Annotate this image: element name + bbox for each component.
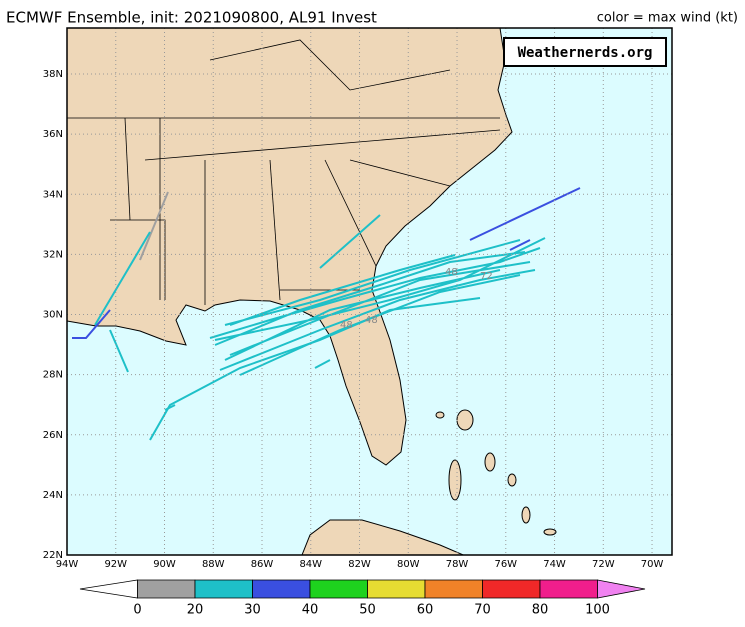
lon-label: 90W	[153, 559, 176, 570]
track-label: 48	[365, 315, 378, 326]
colorbar-label: 100	[585, 603, 610, 618]
lat-label: 38N	[43, 69, 63, 80]
lon-label: 72W	[592, 559, 615, 570]
lon-label: 70W	[641, 559, 664, 570]
colorbar-swatch	[252, 579, 311, 599]
lat-label: 32N	[43, 249, 63, 260]
tracks	[72, 187, 581, 441]
lat-label: 26N	[43, 430, 63, 441]
land	[67, 28, 513, 466]
track-label: 48	[340, 320, 353, 331]
track-label: 48	[445, 267, 458, 278]
lon-label: 94W	[56, 559, 79, 570]
lon-label: 82W	[348, 559, 371, 570]
cuba	[301, 519, 465, 555]
lat-label: 30N	[43, 310, 63, 321]
lon-label: 88W	[202, 559, 225, 570]
lat-label: 24N	[43, 490, 63, 501]
map-frame	[66, 27, 673, 556]
colorbar-swatch	[194, 579, 253, 599]
colorbar-swatch	[424, 579, 483, 599]
lat-label: 34N	[43, 189, 63, 200]
lon-label: 86W	[251, 559, 274, 570]
colorbar-label: 60	[417, 603, 434, 618]
lon-label: 76W	[494, 559, 517, 570]
lat-label: 22N	[43, 550, 63, 561]
lon-label: 84W	[299, 559, 322, 570]
lat-label: 36N	[43, 129, 63, 140]
colorbar-label: 20	[187, 603, 204, 618]
colorbar-label: 80	[532, 603, 549, 618]
title: ECMWF Ensemble, init: 2021090800, AL91 I…	[6, 9, 377, 27]
colorbar: 0 20 30 40 50 60 70 80 100	[79, 579, 646, 618]
colorbar-label: 40	[302, 603, 319, 618]
lon-label: 92W	[104, 559, 127, 570]
colorbar-label: 30	[244, 603, 261, 618]
watermark: Weathernerds.org	[518, 45, 653, 61]
colorbar-swatch	[309, 579, 368, 599]
lon-label: 80W	[397, 559, 420, 570]
lat-label: 28N	[43, 370, 63, 381]
state-lines	[67, 39, 501, 305]
colorbar-label: 0	[133, 603, 141, 618]
watermark-box	[503, 37, 667, 67]
track-label: 72	[480, 271, 493, 282]
colorbar-swatch	[137, 579, 196, 599]
colorbar-swatch	[482, 579, 541, 599]
colorbar-swatch	[367, 579, 426, 599]
colorbar-swatch	[539, 579, 598, 599]
lon-label: 78W	[446, 559, 469, 570]
colorbar-swatch	[79, 579, 138, 599]
track-labels: 48 48 48 72	[340, 267, 493, 331]
bahamas	[435, 409, 557, 536]
colorbar-label: 50	[359, 603, 376, 618]
lon-label: 74W	[543, 559, 566, 570]
legend-note: color = max wind (kt)	[597, 11, 738, 26]
colorbar-swatch	[597, 579, 646, 599]
colorbar-label: 70	[474, 603, 491, 618]
